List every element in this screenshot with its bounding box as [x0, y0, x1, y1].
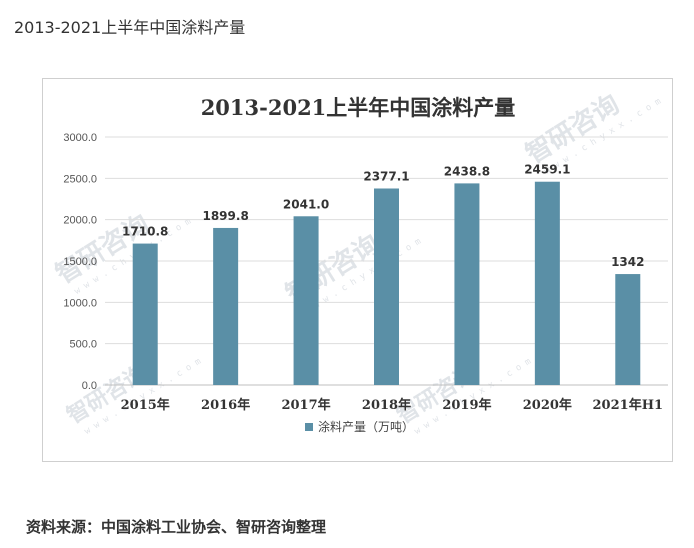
y-tick-label: 1000.0	[63, 297, 97, 309]
y-tick-label: 3000.0	[63, 132, 97, 144]
bar	[213, 227, 239, 385]
x-tick-label: 2015年	[121, 397, 170, 413]
data-labels: 1710.8 1899.8 2041.0 2377.1 2438.8 2459.1 1342	[122, 163, 644, 269]
y-tick-label: 500.0	[69, 339, 97, 351]
y-tick-label: 0.0	[82, 380, 97, 392]
y-tick-label: 1500.0	[63, 256, 97, 268]
page-heading: 2013-2021上半年中国涂料产量	[14, 18, 246, 37]
y-axis-ticks: 0.0 500.0 1000.0 1500.0 2000.0 2500.0 3000.0	[63, 132, 97, 392]
chart-title: 2013-2021上半年中国涂料产量	[201, 95, 516, 120]
x-tick-label: 2018年	[362, 397, 411, 413]
x-tick-label: 2021年H1	[593, 397, 664, 413]
data-label: 1710.8	[122, 225, 168, 239]
x-tick-label: 2016年	[201, 397, 250, 413]
data-label: 2438.8	[444, 164, 490, 178]
bar	[132, 243, 158, 385]
legend: 涂料产量（万吨）	[305, 419, 414, 434]
data-label: 2377.1	[363, 169, 409, 183]
bars	[132, 181, 641, 385]
data-label: 1342	[611, 255, 644, 269]
data-label: 2459.1	[524, 163, 570, 177]
data-label: 1899.8	[202, 209, 248, 223]
legend-swatch	[305, 423, 313, 431]
bar	[374, 188, 399, 385]
x-tick-label: 2019年	[442, 397, 491, 413]
y-tick-label: 2000.0	[63, 215, 97, 227]
x-axis-ticks: 2015年 2016年 2017年 2018年 2019年 2020年 2021年H1	[121, 397, 663, 413]
x-tick-label: 2017年	[281, 397, 330, 413]
x-tick-label: 2020年	[523, 397, 572, 413]
bar	[615, 274, 641, 385]
source-note: 资料来源：中国涂料工业协会、智研咨询整理	[26, 518, 327, 536]
y-tick-label: 2500.0	[63, 173, 97, 185]
legend-label: 涂料产量（万吨）	[318, 419, 414, 434]
bar	[293, 216, 319, 385]
bar	[454, 183, 480, 385]
bar	[534, 181, 560, 385]
data-label: 2041.0	[283, 197, 329, 211]
